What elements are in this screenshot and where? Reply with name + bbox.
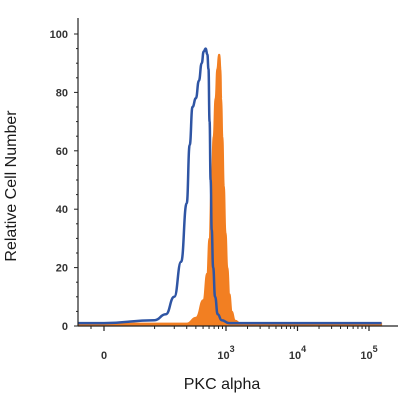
y-tick-label: 0 [62,321,68,333]
y-tick-label: 100 [50,29,68,41]
y-axis-title: Relative Cell Number [3,110,20,262]
series-outline-histogram [78,47,382,325]
y-tick-label: 80 [56,87,68,99]
x-tick-label: 104 [289,344,306,362]
x-tick-label: 0 [101,350,107,362]
x-tick-label: 105 [360,344,377,362]
series-filled-histogram [77,53,383,327]
y-tick-label: 60 [56,146,68,158]
x-axis-title: PKC alpha [184,376,261,393]
y-tick-label: 20 [56,263,68,275]
y-tick-label: 40 [56,204,68,216]
x-tick-label: 103 [217,344,234,362]
